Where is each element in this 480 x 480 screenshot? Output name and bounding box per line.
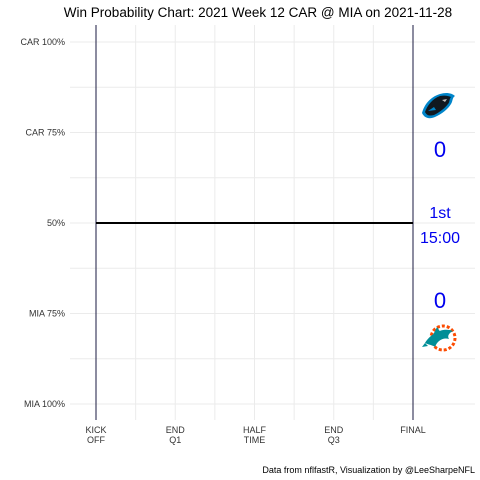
x-tick-label: END Q3 bbox=[324, 425, 344, 445]
y-axis-tick-labels: CAR 100% CAR 75% 50% MIA 75% MIA 100% bbox=[20, 37, 65, 409]
panthers-logo-icon bbox=[422, 92, 455, 119]
away-score: 0 bbox=[434, 137, 446, 162]
y-tick-label: MIA 75% bbox=[29, 309, 65, 319]
x-axis-tick-labels: KICK OFF END Q1 HALF TIME END Q3 FINAL bbox=[85, 425, 425, 445]
x-tick-label: HALF TIME bbox=[243, 425, 267, 445]
game-clock: 15:00 bbox=[420, 230, 460, 247]
y-tick-label: 50% bbox=[47, 218, 65, 228]
chart-title: Win Probability Chart: 2021 Week 12 CAR … bbox=[64, 5, 452, 20]
home-score: 0 bbox=[434, 288, 446, 313]
y-tick-label: CAR 100% bbox=[20, 37, 65, 47]
quarter-label: 1st bbox=[429, 205, 451, 222]
chart-caption: Data from nflfastR, Visualization by @Le… bbox=[262, 465, 475, 475]
dolphins-logo-icon bbox=[422, 324, 457, 352]
x-tick-label: END Q1 bbox=[166, 425, 186, 445]
x-tick-label: FINAL bbox=[400, 425, 426, 435]
y-tick-label: CAR 75% bbox=[25, 128, 65, 138]
x-tick-label: KICK OFF bbox=[85, 425, 106, 445]
y-tick-label: MIA 100% bbox=[24, 399, 65, 409]
